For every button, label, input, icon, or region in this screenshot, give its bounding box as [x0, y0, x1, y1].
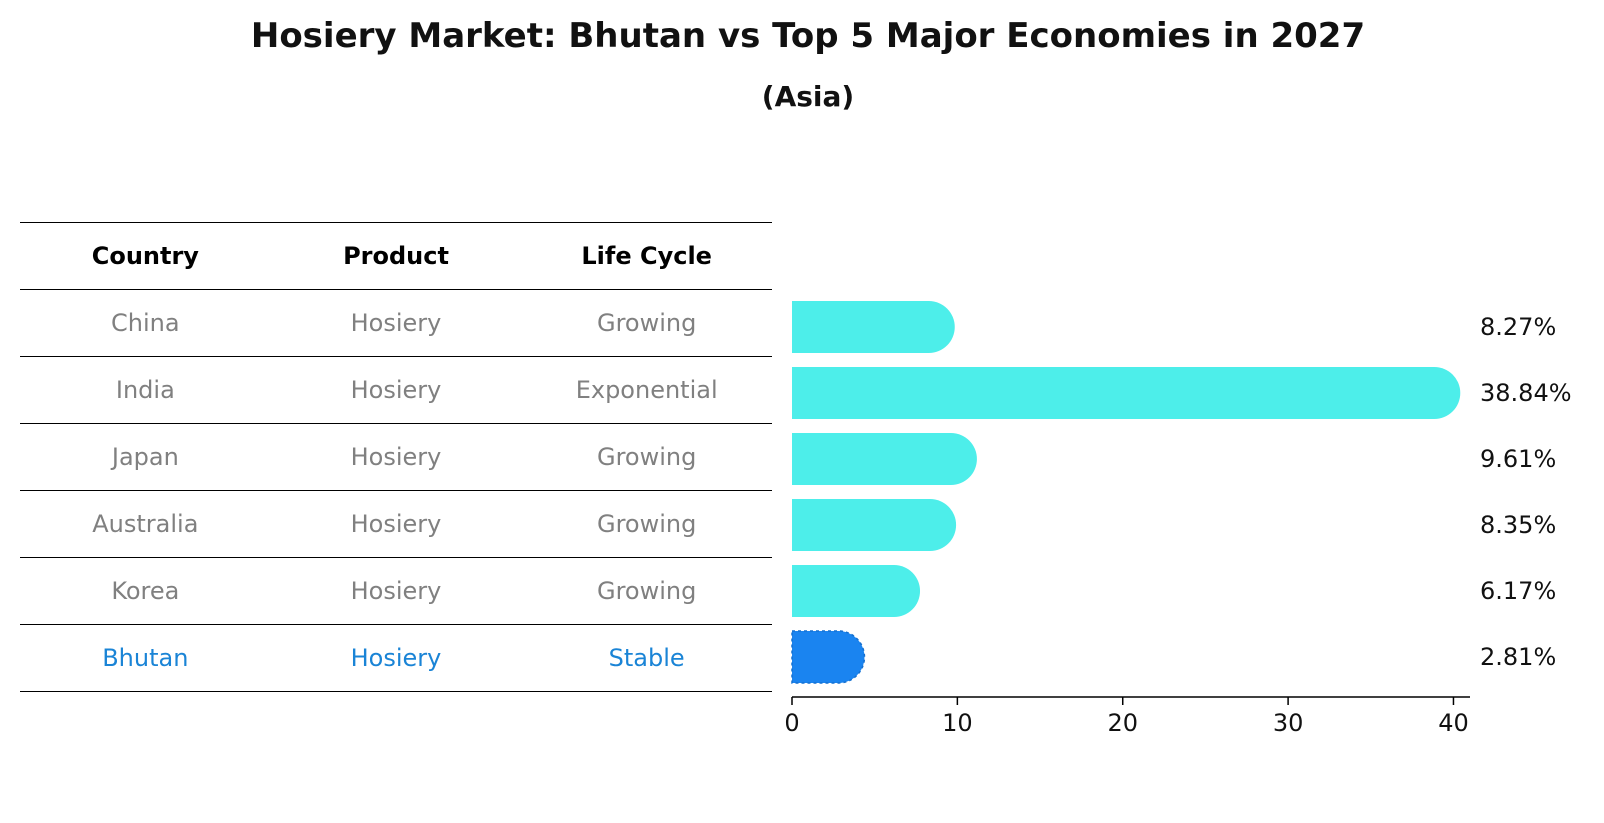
header-country: Country [91, 242, 199, 270]
bar-value-label: 8.35% [1480, 511, 1556, 539]
data-table: Country Product Life Cycle China Hosiery… [20, 222, 772, 692]
cell-life-cycle: Stable [608, 644, 685, 672]
bar-value-label: 2.81% [1480, 643, 1556, 671]
table-header-row: Country Product Life Cycle [20, 222, 772, 290]
table-row: Korea Hosiery Growing [20, 558, 772, 625]
cell-country: India [115, 376, 175, 404]
x-tick-label: 40 [1438, 709, 1469, 737]
table-row: India Hosiery Exponential [20, 357, 772, 424]
cell-country: China [111, 309, 180, 337]
bar-india [792, 367, 1461, 419]
bar-value-label: 38.84% [1480, 379, 1572, 407]
x-tick-label: 20 [1107, 709, 1138, 737]
x-tick-label: 0 [784, 709, 799, 737]
cell-product: Hosiery [350, 644, 442, 672]
table-row: Australia Hosiery Growing [20, 491, 772, 558]
x-tick-label: 30 [1273, 709, 1304, 737]
cell-product: Hosiery [350, 577, 442, 605]
cell-life-cycle: Growing [596, 510, 697, 538]
bar-value-label: 9.61% [1480, 445, 1556, 473]
cell-life-cycle: Growing [596, 443, 697, 471]
header-life-cycle: Life Cycle [581, 242, 712, 270]
bar-bhutan [791, 630, 866, 684]
bar-value-label: 6.17% [1480, 577, 1556, 605]
table-row: China Hosiery Growing [20, 290, 772, 357]
table-row: Japan Hosiery Growing [20, 424, 772, 491]
x-tick-label: 10 [942, 709, 973, 737]
table-row-highlight: Bhutan Hosiery Stable [20, 625, 772, 692]
cell-country: Japan [111, 443, 179, 471]
cell-country: Bhutan [102, 644, 189, 672]
chart-subtitle: (Asia) [761, 80, 855, 113]
cell-life-cycle: Growing [596, 309, 697, 337]
cell-life-cycle: Exponential [575, 376, 718, 404]
cell-country: Korea [111, 577, 180, 605]
header-product: Product [343, 242, 449, 270]
bar-china [792, 301, 955, 353]
chart-title: Hosiery Market: Bhutan vs Top 5 Major Ec… [250, 16, 1366, 56]
bar-value-label: 8.27% [1480, 313, 1556, 341]
cell-life-cycle: Growing [596, 577, 697, 605]
cell-product: Hosiery [350, 510, 442, 538]
cell-country: Australia [92, 510, 199, 538]
bar-korea [792, 565, 921, 617]
bar-australia [792, 499, 957, 551]
cell-product: Hosiery [350, 443, 442, 471]
cell-product: Hosiery [350, 309, 442, 337]
cell-product: Hosiery [350, 376, 442, 404]
bar-japan [792, 433, 977, 485]
